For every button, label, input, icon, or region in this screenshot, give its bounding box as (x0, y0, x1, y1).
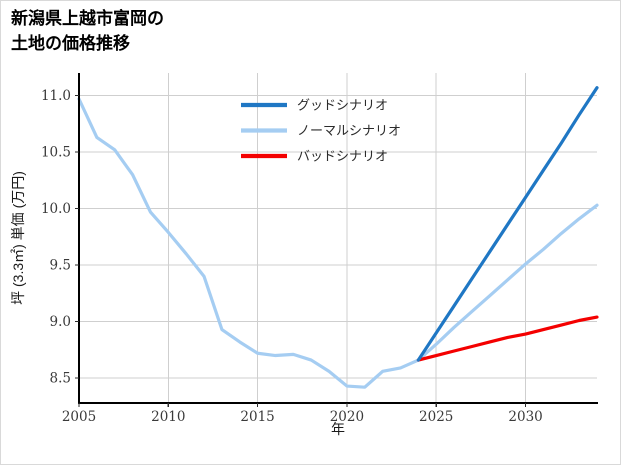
x-tick-label: 2015 (240, 409, 274, 425)
chart-title: 新潟県上越市富岡の 土地の価格推移 (11, 9, 164, 53)
y-axis-title: 坪 (3.3㎡) 単価 (万円) (10, 171, 26, 305)
x-tick-label: 2005 (62, 409, 96, 425)
legend-label: ノーマルシナリオ (297, 123, 401, 138)
y-tick-label: 11.0 (41, 88, 71, 104)
x-tick-label: 2020 (330, 409, 364, 425)
y-tick-label: 10.0 (41, 201, 71, 217)
y-tick-label: 10.5 (41, 145, 71, 161)
legend-label: グッドシナリオ (297, 98, 388, 113)
y-tick-label: 9.5 (50, 258, 71, 274)
x-tick-label: 2030 (508, 409, 542, 425)
y-tick-label: 9.0 (50, 314, 71, 330)
y-tick-label: 8.5 (50, 371, 71, 387)
series-line-good (416, 86, 599, 362)
series-line-bad (416, 315, 599, 362)
legend-label: バッドシナリオ (297, 149, 388, 164)
x-tick-label: 2025 (419, 409, 453, 425)
x-axis-title: 年 (331, 421, 345, 437)
axis-ticks-group: 8.5 9.0 9.5 10.0 10.5 11.0 2005 2010 2015 2020 202… (41, 88, 543, 425)
x-tick-label: 2010 (151, 409, 185, 425)
series-line-normal (77, 97, 599, 389)
series-group (77, 86, 599, 389)
axis-spines (77, 73, 598, 405)
